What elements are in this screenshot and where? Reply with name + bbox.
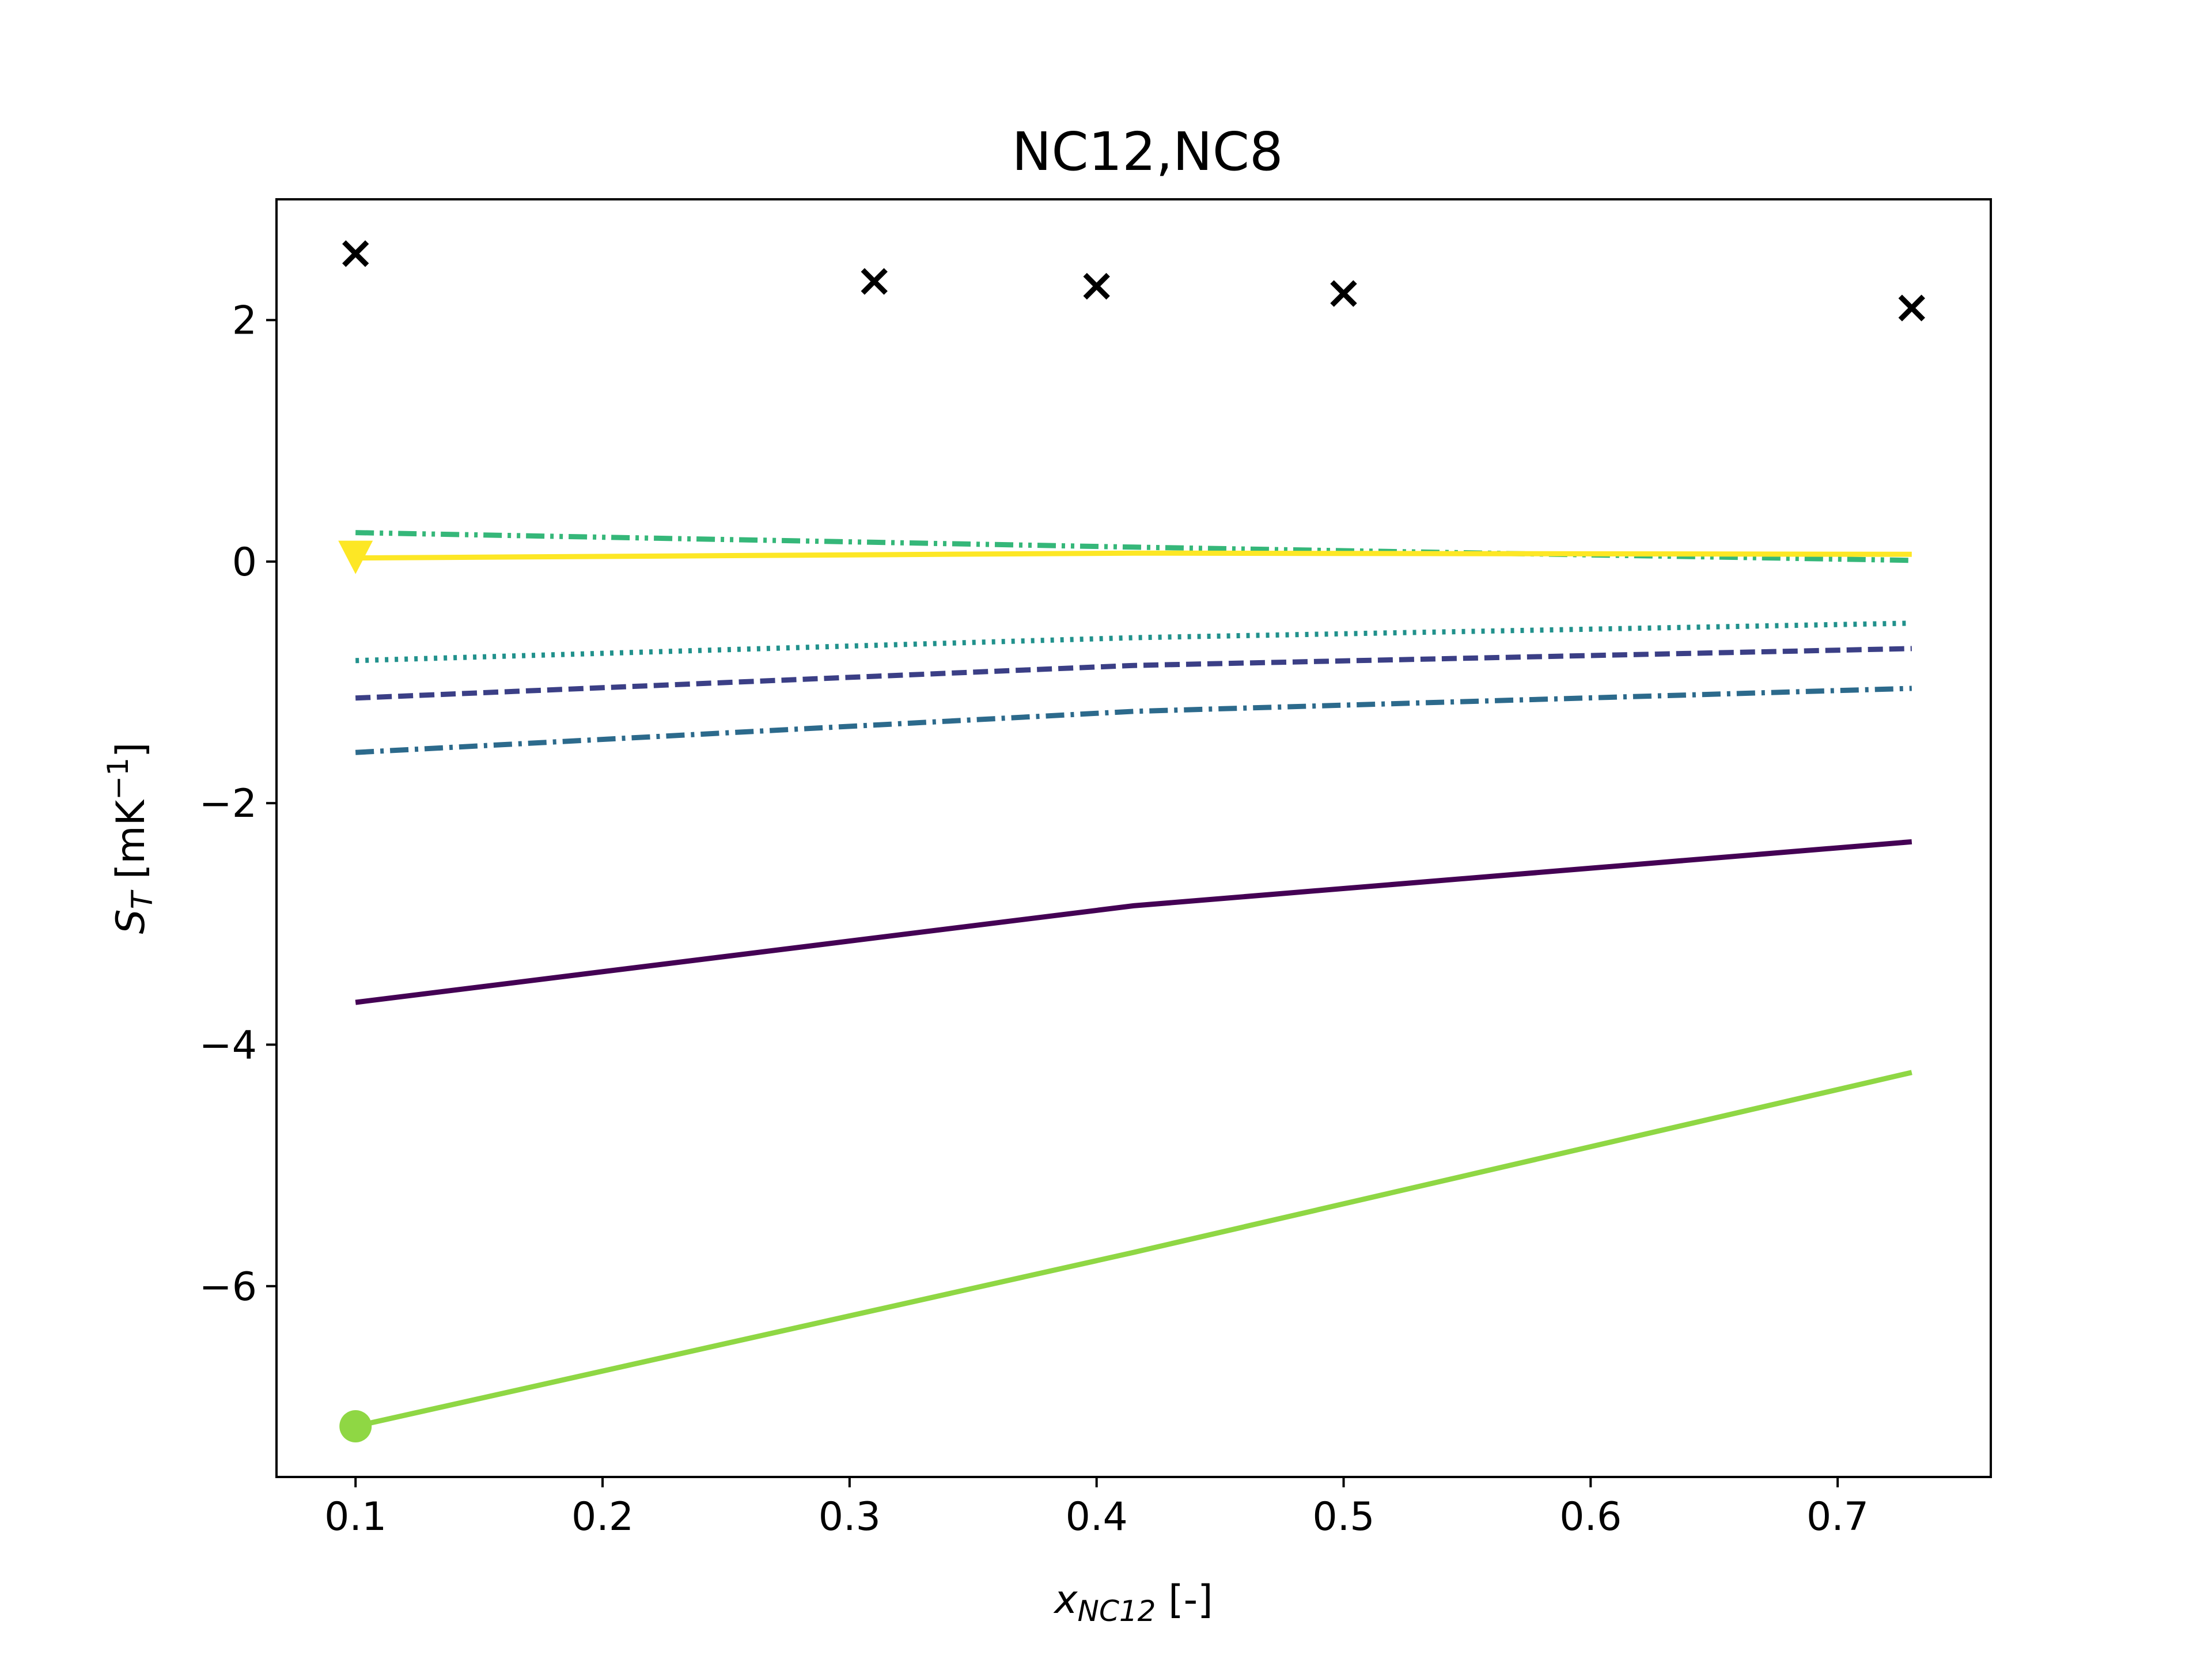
- y-axis-label-sup: −1: [101, 757, 135, 800]
- x-axis-label-rest: [-]: [1156, 1577, 1213, 1623]
- x-tick-label: 0.6: [1559, 1494, 1622, 1540]
- y-tick-label: −6: [199, 1264, 257, 1310]
- series-line-1: [355, 839, 1912, 1005]
- x-tick-label: 0.4: [1066, 1494, 1128, 1540]
- series-marker-7: [338, 540, 373, 574]
- x-axis-ticks: 0.1 0.2 0.3 0.4 0.5 0.6 0.7: [324, 1477, 1869, 1540]
- x-axis-label-sub: NC12: [1078, 1594, 1156, 1628]
- chart-title: NC12,NC8: [1012, 121, 1283, 183]
- y-axis-label-sub: T: [126, 889, 159, 909]
- scatter-point: [1330, 280, 1357, 307]
- x-tick-label: 0.1: [324, 1494, 387, 1540]
- x-tick-label: 0.5: [1312, 1494, 1374, 1540]
- y-axis-ticks: −6 −4 −2 0 2: [199, 298, 276, 1310]
- axes-frame: [275, 198, 1992, 1478]
- scatter-point: [1898, 294, 1925, 321]
- scatter-point: [861, 268, 888, 295]
- x-tick-label: 0.7: [1806, 1494, 1869, 1540]
- y-tick-label: 2: [232, 298, 257, 344]
- plot-area: [338, 240, 1925, 1442]
- series-line-7: [355, 550, 1912, 561]
- x-axis-label-base: x: [1053, 1577, 1078, 1623]
- y-axis-label-rest: [mK: [108, 798, 154, 891]
- series-line-3: [355, 685, 1912, 755]
- scatter-point: [342, 240, 369, 267]
- y-axis-label-end: ]: [108, 743, 154, 758]
- y-axis-label: ST [mK−1]: [101, 743, 159, 934]
- x-axis-label: xNC12 [-]: [1053, 1577, 1213, 1628]
- y-tick-label: 0: [232, 540, 257, 585]
- y-tick-label: −4: [199, 1022, 257, 1068]
- scatter-point: [1083, 272, 1110, 300]
- x-tick-label: 0.3: [819, 1494, 881, 1540]
- series-line-6: [355, 1070, 1912, 1429]
- series-marker-6: [339, 1410, 372, 1442]
- y-tick-label: −2: [199, 781, 257, 827]
- series-line-2: [355, 646, 1912, 701]
- y-axis-label-base: S: [108, 909, 154, 934]
- x-tick-label: 0.2: [571, 1494, 634, 1540]
